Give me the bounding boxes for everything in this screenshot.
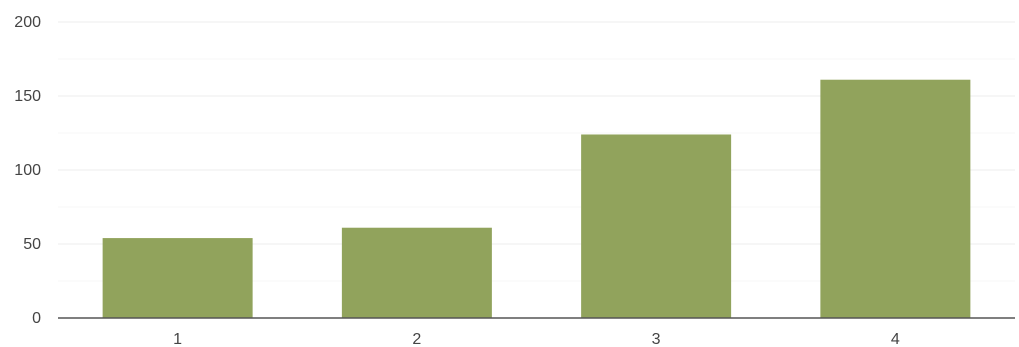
x-tick-label: 2	[412, 331, 421, 347]
bar-1	[102, 238, 253, 318]
bar-2	[341, 227, 492, 318]
bar-4	[820, 79, 971, 318]
bar-3	[581, 134, 732, 318]
bar-series	[102, 79, 971, 318]
y-tick-label: 150	[14, 88, 41, 105]
y-axis-tick-labels: 0 50 100 150 200	[14, 14, 41, 327]
y-tick-label: 200	[14, 14, 41, 31]
x-tick-label: 3	[652, 331, 661, 347]
x-tick-label: 1	[173, 331, 182, 347]
y-tick-label: 50	[23, 236, 41, 253]
x-axis-tick-labels: 1 2 3 4	[173, 331, 900, 347]
y-tick-label: 0	[32, 310, 41, 327]
x-tick-label: 4	[891, 331, 900, 347]
y-tick-label: 100	[14, 162, 41, 179]
